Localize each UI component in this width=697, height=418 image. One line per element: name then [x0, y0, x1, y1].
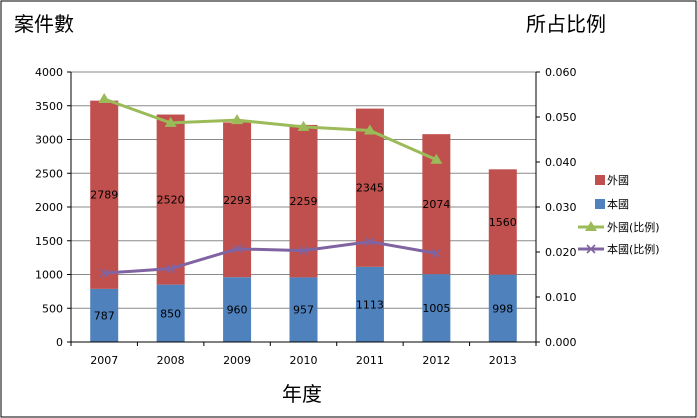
x-tick-label: 2013 [489, 354, 517, 367]
point-domestic-ratio [166, 264, 176, 274]
data-label-foreign: 2345 [356, 182, 384, 195]
left-tick-label: 2000 [35, 201, 63, 214]
left-tick-label: 3500 [35, 100, 63, 113]
grid-layer [71, 71, 536, 309]
point-domestic-ratio [232, 244, 242, 254]
bar-foreign [488, 169, 517, 275]
data-label-domestic: 957 [293, 304, 314, 317]
point-foreign-ratio [98, 93, 111, 103]
legend-item-foreign-ratio-label: 外國(比例) [607, 220, 660, 234]
data-label-foreign: 2789 [90, 189, 118, 202]
bar-domestic [156, 284, 185, 342]
right-tick-label: 0.050 [545, 111, 577, 124]
data-label-foreign: 1560 [489, 216, 517, 229]
point-domestic-ratio [365, 237, 375, 247]
bar-domestic [223, 277, 252, 342]
data-label-foreign: 2259 [290, 195, 318, 208]
right-axis-title: 所占比例 [526, 12, 606, 36]
bars-layer [90, 100, 517, 342]
data-label-foreign: 2520 [157, 194, 185, 207]
x-tick-label: 2010 [290, 354, 318, 367]
left-tick-label: 1000 [35, 269, 63, 282]
legend-item-foreign-label: 外國 [607, 174, 629, 187]
data-label-domestic: 787 [94, 309, 115, 322]
axes-layer: 0 500 1000 1500 2000 2500 3000 3500 4000 0.000 0.0… [35, 66, 577, 367]
x-tick-label: 2011 [356, 354, 384, 367]
left-tick-label: 3000 [35, 134, 63, 147]
line-domestic-ratio [104, 240, 437, 275]
point-domestic-ratio [99, 268, 109, 278]
legend-item-foreign: 外國 [595, 174, 629, 187]
legend-item-foreign-swatch [595, 175, 605, 185]
x-tick-label: 2007 [90, 354, 118, 367]
left-tick-label: 0 [56, 336, 63, 349]
data-label-domestic: 960 [227, 304, 248, 317]
data-label-domestic: 850 [160, 307, 181, 320]
x-axis-title: 年度 [282, 382, 322, 406]
bar-domestic [488, 274, 517, 342]
right-tick-label: 0.000 [545, 336, 577, 349]
right-tick-label: 0.060 [545, 66, 577, 79]
legend-item-foreign-ratio-marker [585, 221, 597, 231]
left-tick-label: 1500 [35, 235, 63, 248]
legend-item-domestic-swatch [595, 199, 605, 209]
legend-item-domestic-ratio-label: 本國(比例) [607, 242, 660, 256]
left-tick-label: 4000 [35, 66, 63, 79]
point-domestic-ratio [431, 248, 441, 258]
legend-item-domestic-ratio: 本國(比例) [578, 242, 660, 256]
right-tick-label: 0.040 [545, 156, 577, 169]
x-tick-label: 2008 [157, 354, 185, 367]
left-axis-title: 案件數 [14, 12, 74, 36]
x-tick-label: 2012 [422, 354, 450, 367]
point-foreign-ratio [231, 114, 244, 125]
data-label-domestic: 998 [492, 302, 513, 315]
data-label-foreign: 2293 [223, 194, 251, 207]
data-label-foreign: 2074 [422, 198, 450, 211]
line-foreign-ratio [103, 97, 437, 162]
legend-item-domestic: 本國 [595, 197, 629, 211]
legend-item-domestic-ratio-marker [586, 244, 596, 254]
x-tick-label: 2009 [223, 354, 251, 367]
point-domestic-ratio [298, 246, 309, 256]
left-tick-label: 500 [42, 302, 63, 315]
labels-layer: 787 2789 850 2520 960 2293 957 2259 1113 2345 1005… [90, 182, 517, 323]
point-foreign-ratio [164, 116, 177, 127]
bar-domestic [355, 266, 384, 342]
right-tick-label: 0.020 [545, 246, 577, 259]
bar-domestic [289, 277, 318, 342]
legend-item-domestic-label: 本國 [607, 197, 629, 211]
bar-domestic [422, 274, 451, 342]
point-foreign-ratio [363, 124, 376, 135]
point-foreign-ratio [430, 153, 443, 164]
bar-foreign [90, 100, 119, 289]
right-tick-label: 0.010 [545, 291, 577, 304]
right-tick-label: 0.030 [545, 201, 577, 214]
data-label-domestic: 1005 [422, 302, 450, 315]
bar-foreign [156, 114, 185, 285]
lines-layer [98, 93, 443, 278]
bar-domestic [90, 288, 119, 342]
left-tick-label: 2500 [35, 167, 63, 180]
data-label-domestic: 1113 [356, 298, 384, 311]
legend-item-foreign-ratio: 外國(比例) [578, 220, 660, 234]
point-foreign-ratio [297, 120, 310, 131]
